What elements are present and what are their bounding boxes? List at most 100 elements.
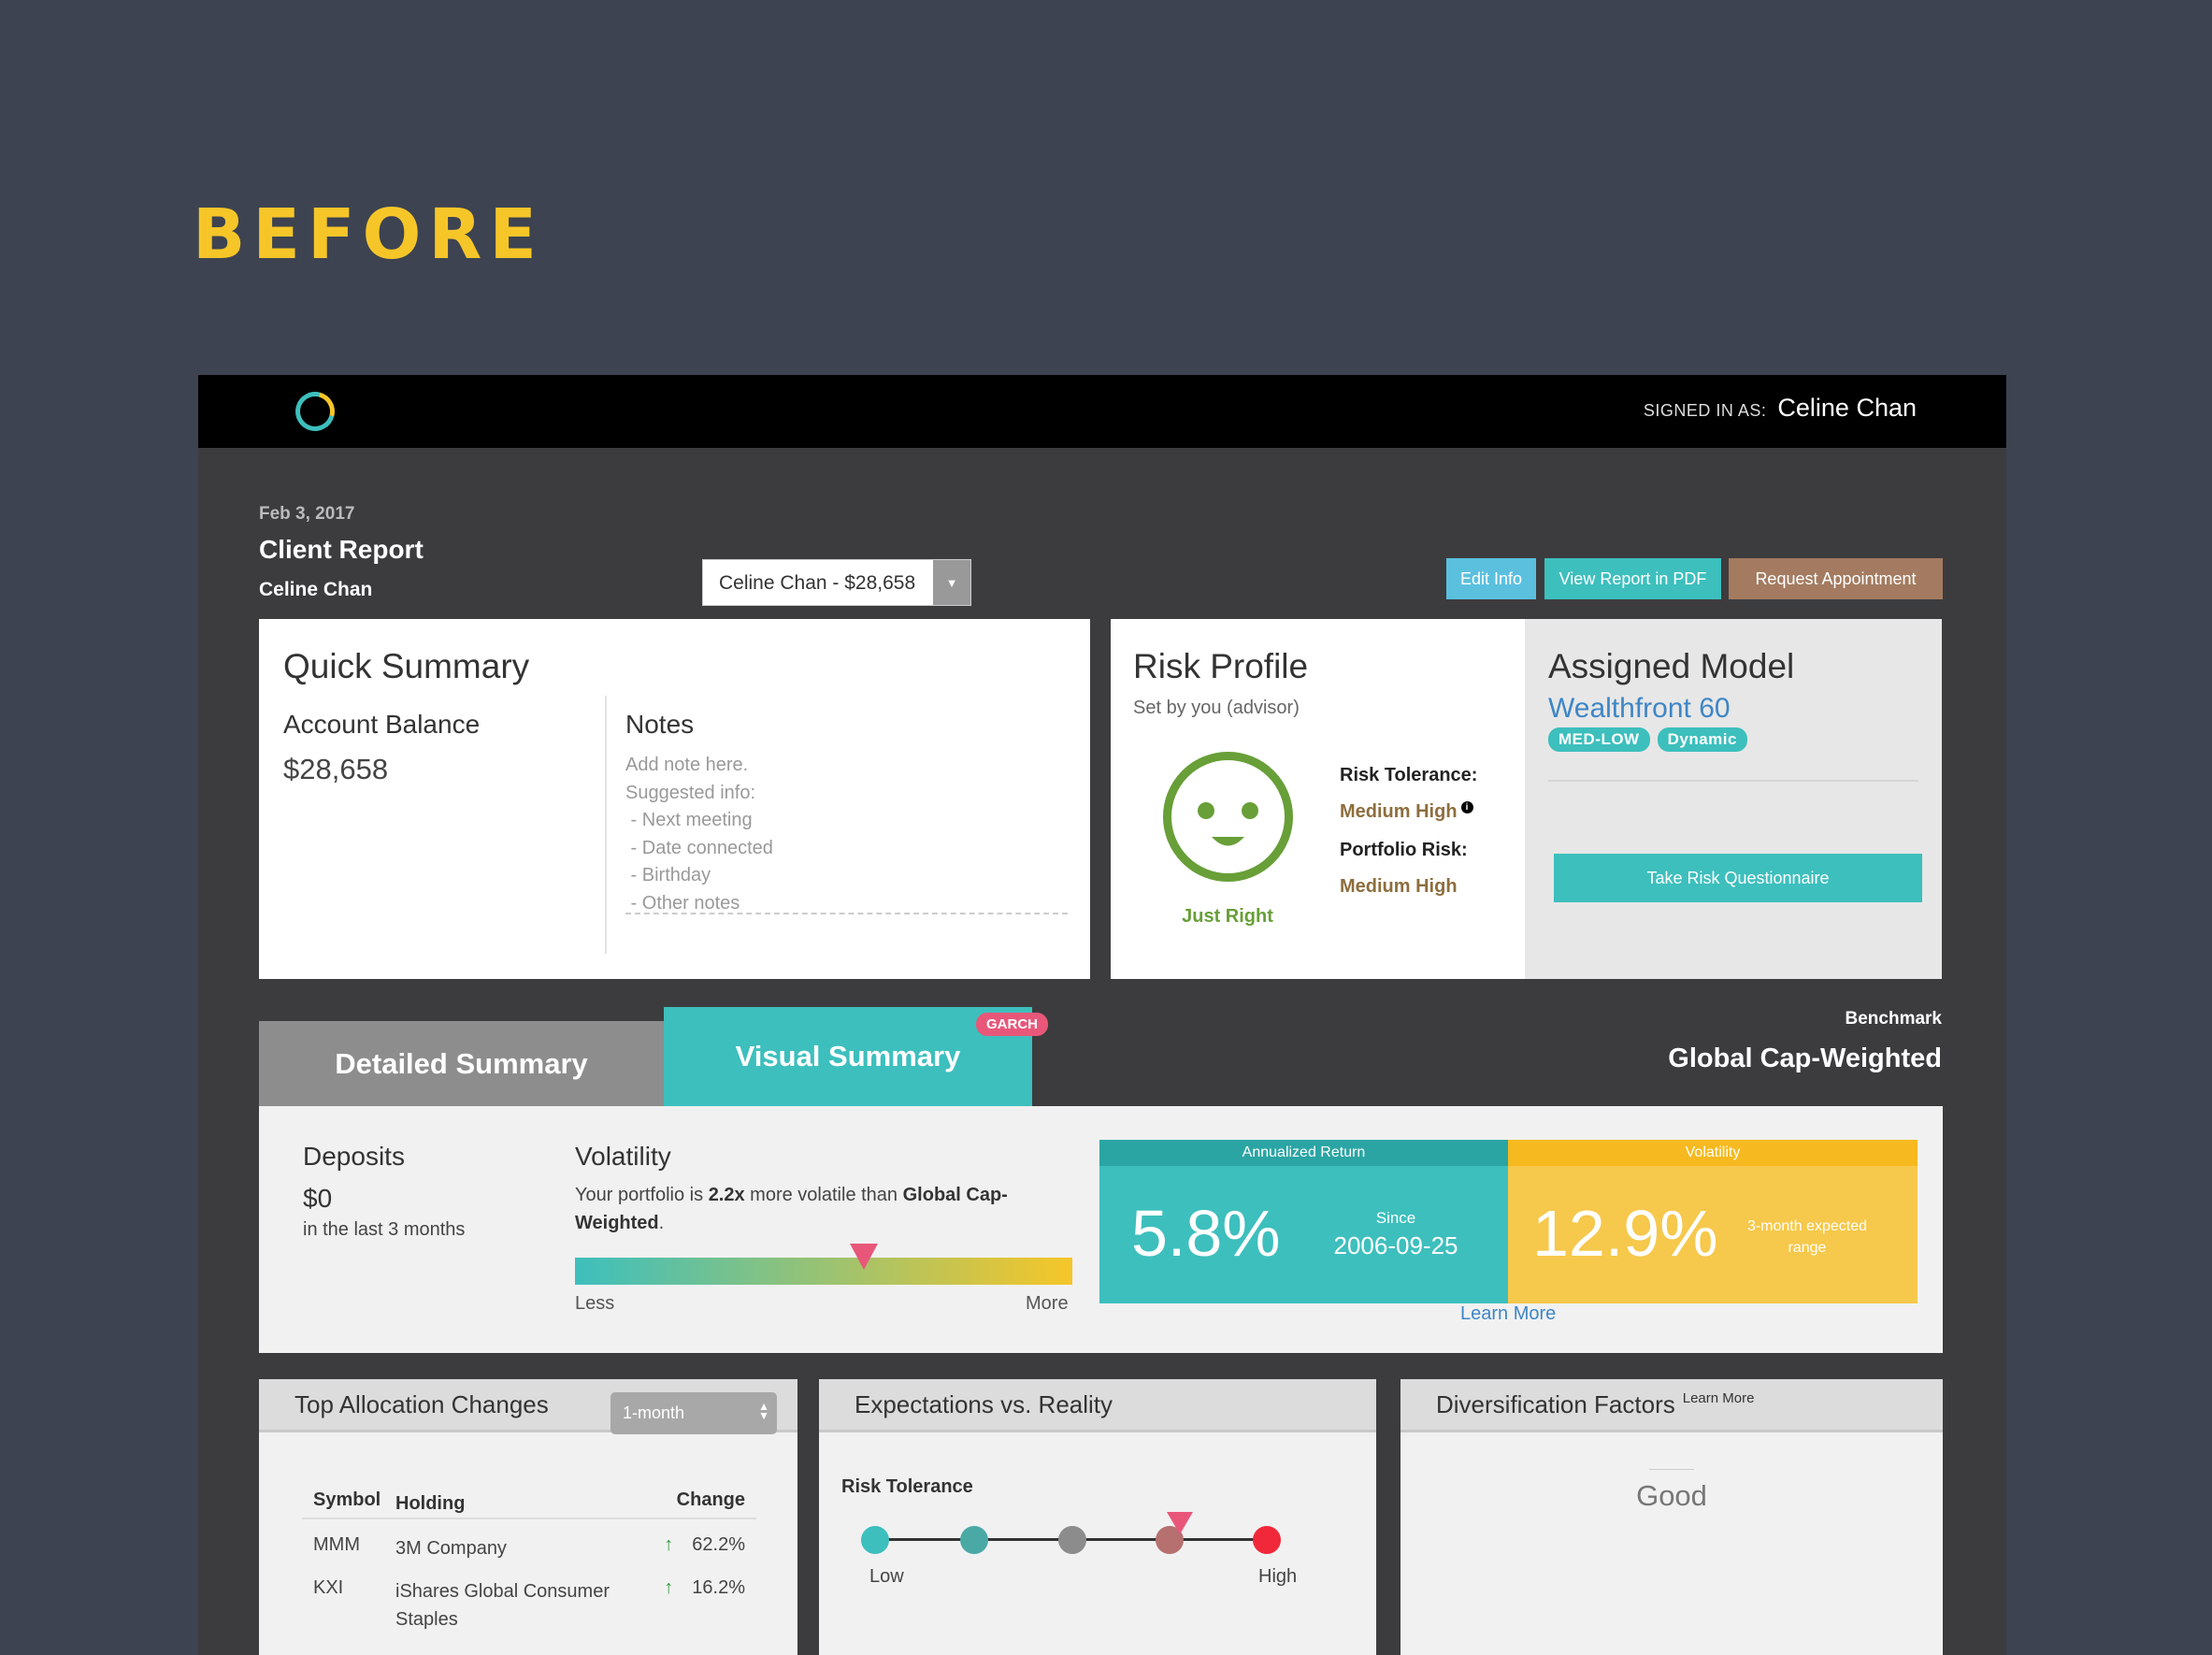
scale-low-label: Low — [869, 1566, 904, 1587]
diversification-value: Good — [1636, 1479, 1707, 1512]
volatility-description: Your portfolio is 2.2x more volatile tha… — [575, 1181, 1052, 1237]
page-title: Client Report — [259, 535, 424, 564]
notes-placeholder-line: Suggested info: — [625, 782, 755, 803]
learn-more-link[interactable]: Learn More — [1460, 1303, 1557, 1324]
volatility-header: Volatility — [1508, 1140, 1918, 1166]
table-row[interactable]: MMM 3M Company ↑ 62.2% — [302, 1534, 756, 1562]
garch-badge: GARCH — [976, 1013, 1048, 1036]
visual-summary-panel: Deposits $0 in the last 3 months Volatil… — [259, 1106, 1943, 1353]
annualized-return-header: Annualized Return — [1099, 1140, 1508, 1166]
account-balance-value: $28,658 — [283, 753, 389, 785]
risk-profile-title: Risk Profile — [1133, 647, 1309, 685]
quick-summary-card: Quick Summary Account Balance $28,658 No… — [259, 619, 1090, 979]
notes-label: Notes — [625, 710, 695, 739]
benchmark-label: Benchmark — [1845, 1009, 1943, 1029]
volatility-less-label: Less — [575, 1293, 615, 1314]
deposits-value: $0 — [303, 1184, 333, 1213]
vol-text-part: more volatile than — [744, 1185, 903, 1205]
chevron-down-icon[interactable]: ▼ — [933, 560, 970, 605]
model-link[interactable]: Wealthfront 60 — [1548, 693, 1731, 724]
change-cell: ↑ 16.2% — [625, 1577, 756, 1633]
volatility-label: Volatility — [575, 1142, 671, 1171]
since-date: 2006-09-25 — [1333, 1231, 1458, 1259]
benchmark-value: Global Cap-Weighted — [1668, 1043, 1942, 1073]
allocation-title: Top Allocation Changes — [294, 1389, 549, 1418]
client-select-value[interactable]: Celine Chan - $28,658 — [719, 572, 916, 594]
quick-summary-title: Quick Summary — [283, 647, 530, 685]
expectations-header: Expectations vs. Reality — [819, 1379, 1376, 1432]
top-bar: SIGNED IN AS: Celine Chan — [198, 375, 2006, 448]
divider — [605, 696, 607, 954]
diversification-panel: Diversification Factors Learn More Good — [1400, 1379, 1943, 1655]
risk-badge: MED-LOW — [1548, 727, 1650, 752]
assigned-model-card: Assigned Model Wealthfront 60 MED-LOW Dy… — [1525, 619, 1942, 979]
annualized-return-value: 5.8% — [1131, 1197, 1281, 1270]
volatility-subtitle: 3-month expected range — [1746, 1218, 1868, 1256]
expectations-panel: Expectations vs. Reality Risk Tolerance … — [819, 1379, 1376, 1655]
smiley-face-icon — [1163, 752, 1293, 882]
request-appointment-button[interactable]: Request Appointment — [1729, 558, 1943, 599]
column-header: Symbol — [313, 1490, 381, 1510]
vol-text-part: . — [658, 1213, 665, 1233]
change-value: 62.2% — [692, 1534, 745, 1555]
view-pdf-button[interactable]: View Report in PDF — [1544, 558, 1721, 599]
table-row[interactable]: KXI iShares Global Consumer Staples ↑ 16.… — [302, 1577, 756, 1633]
logo-icon[interactable] — [288, 384, 342, 439]
volatility-box: Volatility 12.9% 3-month expected range — [1508, 1140, 1918, 1303]
deposits-subtitle: in the last 3 months — [303, 1219, 466, 1240]
column-header: Change — [676, 1490, 745, 1510]
diversification-learn-more-link[interactable]: Learn More — [1682, 1390, 1755, 1406]
model-badges: MED-LOW Dynamic — [1548, 727, 1747, 752]
risk-tolerance-value-row: Medium High i — [1340, 801, 1473, 823]
updown-icon: ▲ ▼ — [758, 1400, 769, 1422]
notes-placeholder-line: - Other notes — [625, 892, 740, 914]
notes-placeholder-line: - Date connected — [625, 837, 773, 858]
notes-placeholder-line: Add note here. — [625, 755, 749, 775]
scale-dot — [1058, 1526, 1086, 1554]
table-header: Symbol Holding Change — [302, 1490, 756, 1519]
notes-placeholder-line: - Birthday — [625, 865, 711, 885]
since-label: Since — [1375, 1209, 1416, 1227]
user-name[interactable]: Celine Chan — [1777, 394, 1917, 422]
scale-dot — [960, 1526, 988, 1554]
app-window: SIGNED IN AS: Celine Chan Feb 3, 2017 Cl… — [198, 375, 2006, 1655]
before-label: BEFORE — [193, 194, 544, 275]
period-select-value: 1-month — [623, 1403, 685, 1422]
change-value: 16.2% — [692, 1577, 745, 1598]
client-name: Celine Chan — [259, 579, 373, 600]
deposits-label: Deposits — [303, 1142, 405, 1171]
allocation-panel: Top Allocation Changes 1-month ▲ ▼ Symbol … — [259, 1379, 797, 1655]
diversification-title: Diversification Factors — [1436, 1389, 1675, 1418]
symbol-cell: KXI — [313, 1577, 344, 1598]
scale-dot — [1253, 1526, 1281, 1554]
signed-in-label: SIGNED IN AS: — [1643, 401, 1767, 420]
volatility-more-label: More — [1026, 1293, 1069, 1314]
arrow-up-icon: ↑ — [664, 1577, 674, 1598]
allocation-header: Top Allocation Changes 1-month ▲ ▼ — [259, 1379, 797, 1434]
risk-tolerance-scale-label: Risk Tolerance — [841, 1476, 973, 1497]
divider — [1548, 780, 1918, 782]
portfolio-risk-value: Medium High — [1340, 876, 1458, 897]
edit-info-button[interactable]: Edit Info — [1446, 558, 1536, 599]
period-select[interactable]: 1-month ▲ ▼ — [610, 1392, 777, 1434]
info-icon[interactable]: i — [1460, 801, 1473, 813]
vol-multiplier: 2.2x — [708, 1185, 745, 1205]
risk-tolerance-value: Medium High — [1340, 801, 1458, 822]
tab-detailed-summary[interactable]: Detailed Summary — [259, 1021, 664, 1106]
account-balance-label: Account Balance — [283, 710, 481, 739]
volatility-marker-icon — [850, 1244, 878, 1270]
divider — [1649, 1469, 1694, 1470]
risk-marker-icon — [1167, 1512, 1193, 1534]
holding-cell: 3M Company — [395, 1538, 507, 1559]
holding-cell: iShares Global Consumer Staples — [395, 1581, 610, 1630]
risk-tolerance-label: Risk Tolerance: — [1340, 765, 1478, 785]
notes-input[interactable]: Add note here. Suggested info: - Next me… — [625, 752, 1068, 914]
client-select[interactable]: Celine Chan - $28,658 ▼ — [702, 559, 971, 606]
column-header: Holding — [395, 1493, 466, 1514]
tab-visual-summary[interactable]: Visual Summary — [664, 1007, 1032, 1106]
take-risk-questionnaire-button[interactable]: Take Risk Questionnaire — [1554, 854, 1922, 902]
notes-placeholder-line: - Next meeting — [625, 810, 753, 830]
annualized-return-box: Annualized Return 5.8% Since 2006-09-25 — [1099, 1140, 1508, 1303]
report-date: Feb 3, 2017 — [259, 504, 355, 524]
arrow-up-icon: ↑ — [664, 1534, 674, 1555]
